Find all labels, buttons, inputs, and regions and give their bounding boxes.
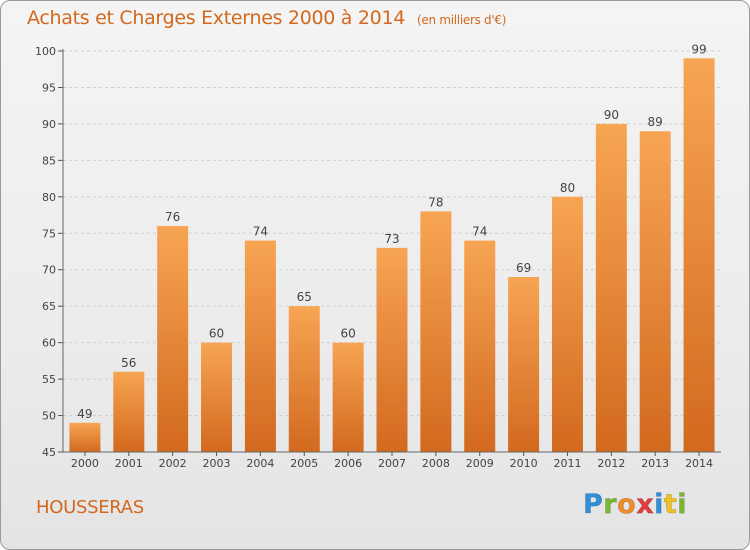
- x-tick-label: 2012: [597, 457, 625, 470]
- bar: [157, 225, 189, 452]
- data-label: 89: [648, 115, 663, 129]
- x-tick-label: 2010: [510, 457, 538, 470]
- x-tick-label: 2014: [685, 457, 713, 470]
- bar: [551, 196, 583, 452]
- data-label: 78: [428, 195, 443, 209]
- data-label: 99: [691, 42, 706, 56]
- axes: [58, 49, 721, 456]
- chart-title-text: Achats et Charges Externes 2000 à 2014: [27, 7, 406, 29]
- bar: [332, 342, 364, 452]
- data-label: 76: [165, 210, 180, 224]
- y-tick-label: 60: [42, 337, 56, 350]
- logo-letter: o: [617, 489, 637, 521]
- bar: [420, 211, 452, 452]
- logo-letter: i: [677, 489, 688, 521]
- proxiti-logo: Proxiti: [583, 489, 688, 521]
- bar: [244, 240, 276, 452]
- x-tick-label: 2009: [466, 457, 494, 470]
- bar: [639, 131, 671, 452]
- labels: 45 50 55 60 65 70 75 80 85 90 95 100 49 2000 56 2001 76 2…: [35, 42, 713, 470]
- data-label: 60: [209, 327, 224, 341]
- data-label: 65: [297, 290, 312, 304]
- data-label: 73: [384, 232, 399, 246]
- y-tick-label: 100: [35, 45, 56, 58]
- y-tick-label: 50: [42, 410, 56, 423]
- data-label: 49: [77, 407, 92, 421]
- x-tick-label: 2011: [553, 457, 581, 470]
- bar: [595, 123, 627, 452]
- chart-unit: (en milliers d'€): [417, 13, 507, 27]
- x-tick-label: 2001: [115, 457, 143, 470]
- y-tick-label: 80: [42, 191, 56, 204]
- x-tick-label: 2007: [378, 457, 406, 470]
- chart-title: Achats et Charges Externes 2000 à 2014 (e…: [27, 7, 506, 29]
- bar: [683, 58, 715, 453]
- x-tick-label: 2008: [422, 457, 450, 470]
- x-tick-label: 2013: [641, 457, 669, 470]
- data-label: 90: [604, 108, 619, 122]
- data-label: 74: [472, 225, 487, 239]
- bar: [69, 422, 101, 452]
- data-label: 74: [253, 225, 268, 239]
- y-tick-label: 45: [42, 446, 56, 459]
- logo-letter: r: [603, 489, 618, 521]
- bar: [376, 247, 408, 452]
- y-tick-label: 65: [42, 300, 56, 313]
- bar: [288, 306, 320, 452]
- bar: [508, 277, 540, 452]
- y-tick-label: 90: [42, 118, 56, 131]
- data-label: 80: [560, 181, 575, 195]
- data-label: 56: [121, 356, 136, 370]
- y-tick-label: 75: [42, 227, 56, 240]
- y-tick-label: 95: [42, 81, 56, 94]
- bars: [69, 58, 715, 453]
- bar: [464, 240, 496, 452]
- y-tick-label: 70: [42, 264, 56, 277]
- y-tick-label: 55: [42, 373, 56, 386]
- x-tick-label: 2004: [246, 457, 274, 470]
- x-tick-label: 2006: [334, 457, 362, 470]
- bar: [201, 342, 233, 452]
- x-tick-label: 2000: [71, 457, 99, 470]
- x-tick-label: 2005: [290, 457, 318, 470]
- logo-letter: P: [583, 489, 604, 521]
- x-tick-label: 2002: [159, 457, 187, 470]
- logo-letter: x: [636, 489, 655, 521]
- data-label: 69: [516, 261, 531, 275]
- data-label: 60: [340, 327, 355, 341]
- logo-letter: t: [663, 489, 678, 521]
- y-tick-label: 85: [42, 154, 56, 167]
- bar: [113, 371, 145, 452]
- x-tick-label: 2003: [203, 457, 231, 470]
- commune-name: HOUSSERAS: [36, 497, 144, 518]
- logo-letter: i: [654, 489, 664, 521]
